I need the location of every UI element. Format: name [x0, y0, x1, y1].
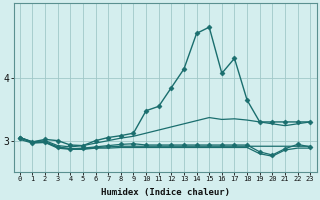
X-axis label: Humidex (Indice chaleur): Humidex (Indice chaleur) [100, 188, 229, 197]
